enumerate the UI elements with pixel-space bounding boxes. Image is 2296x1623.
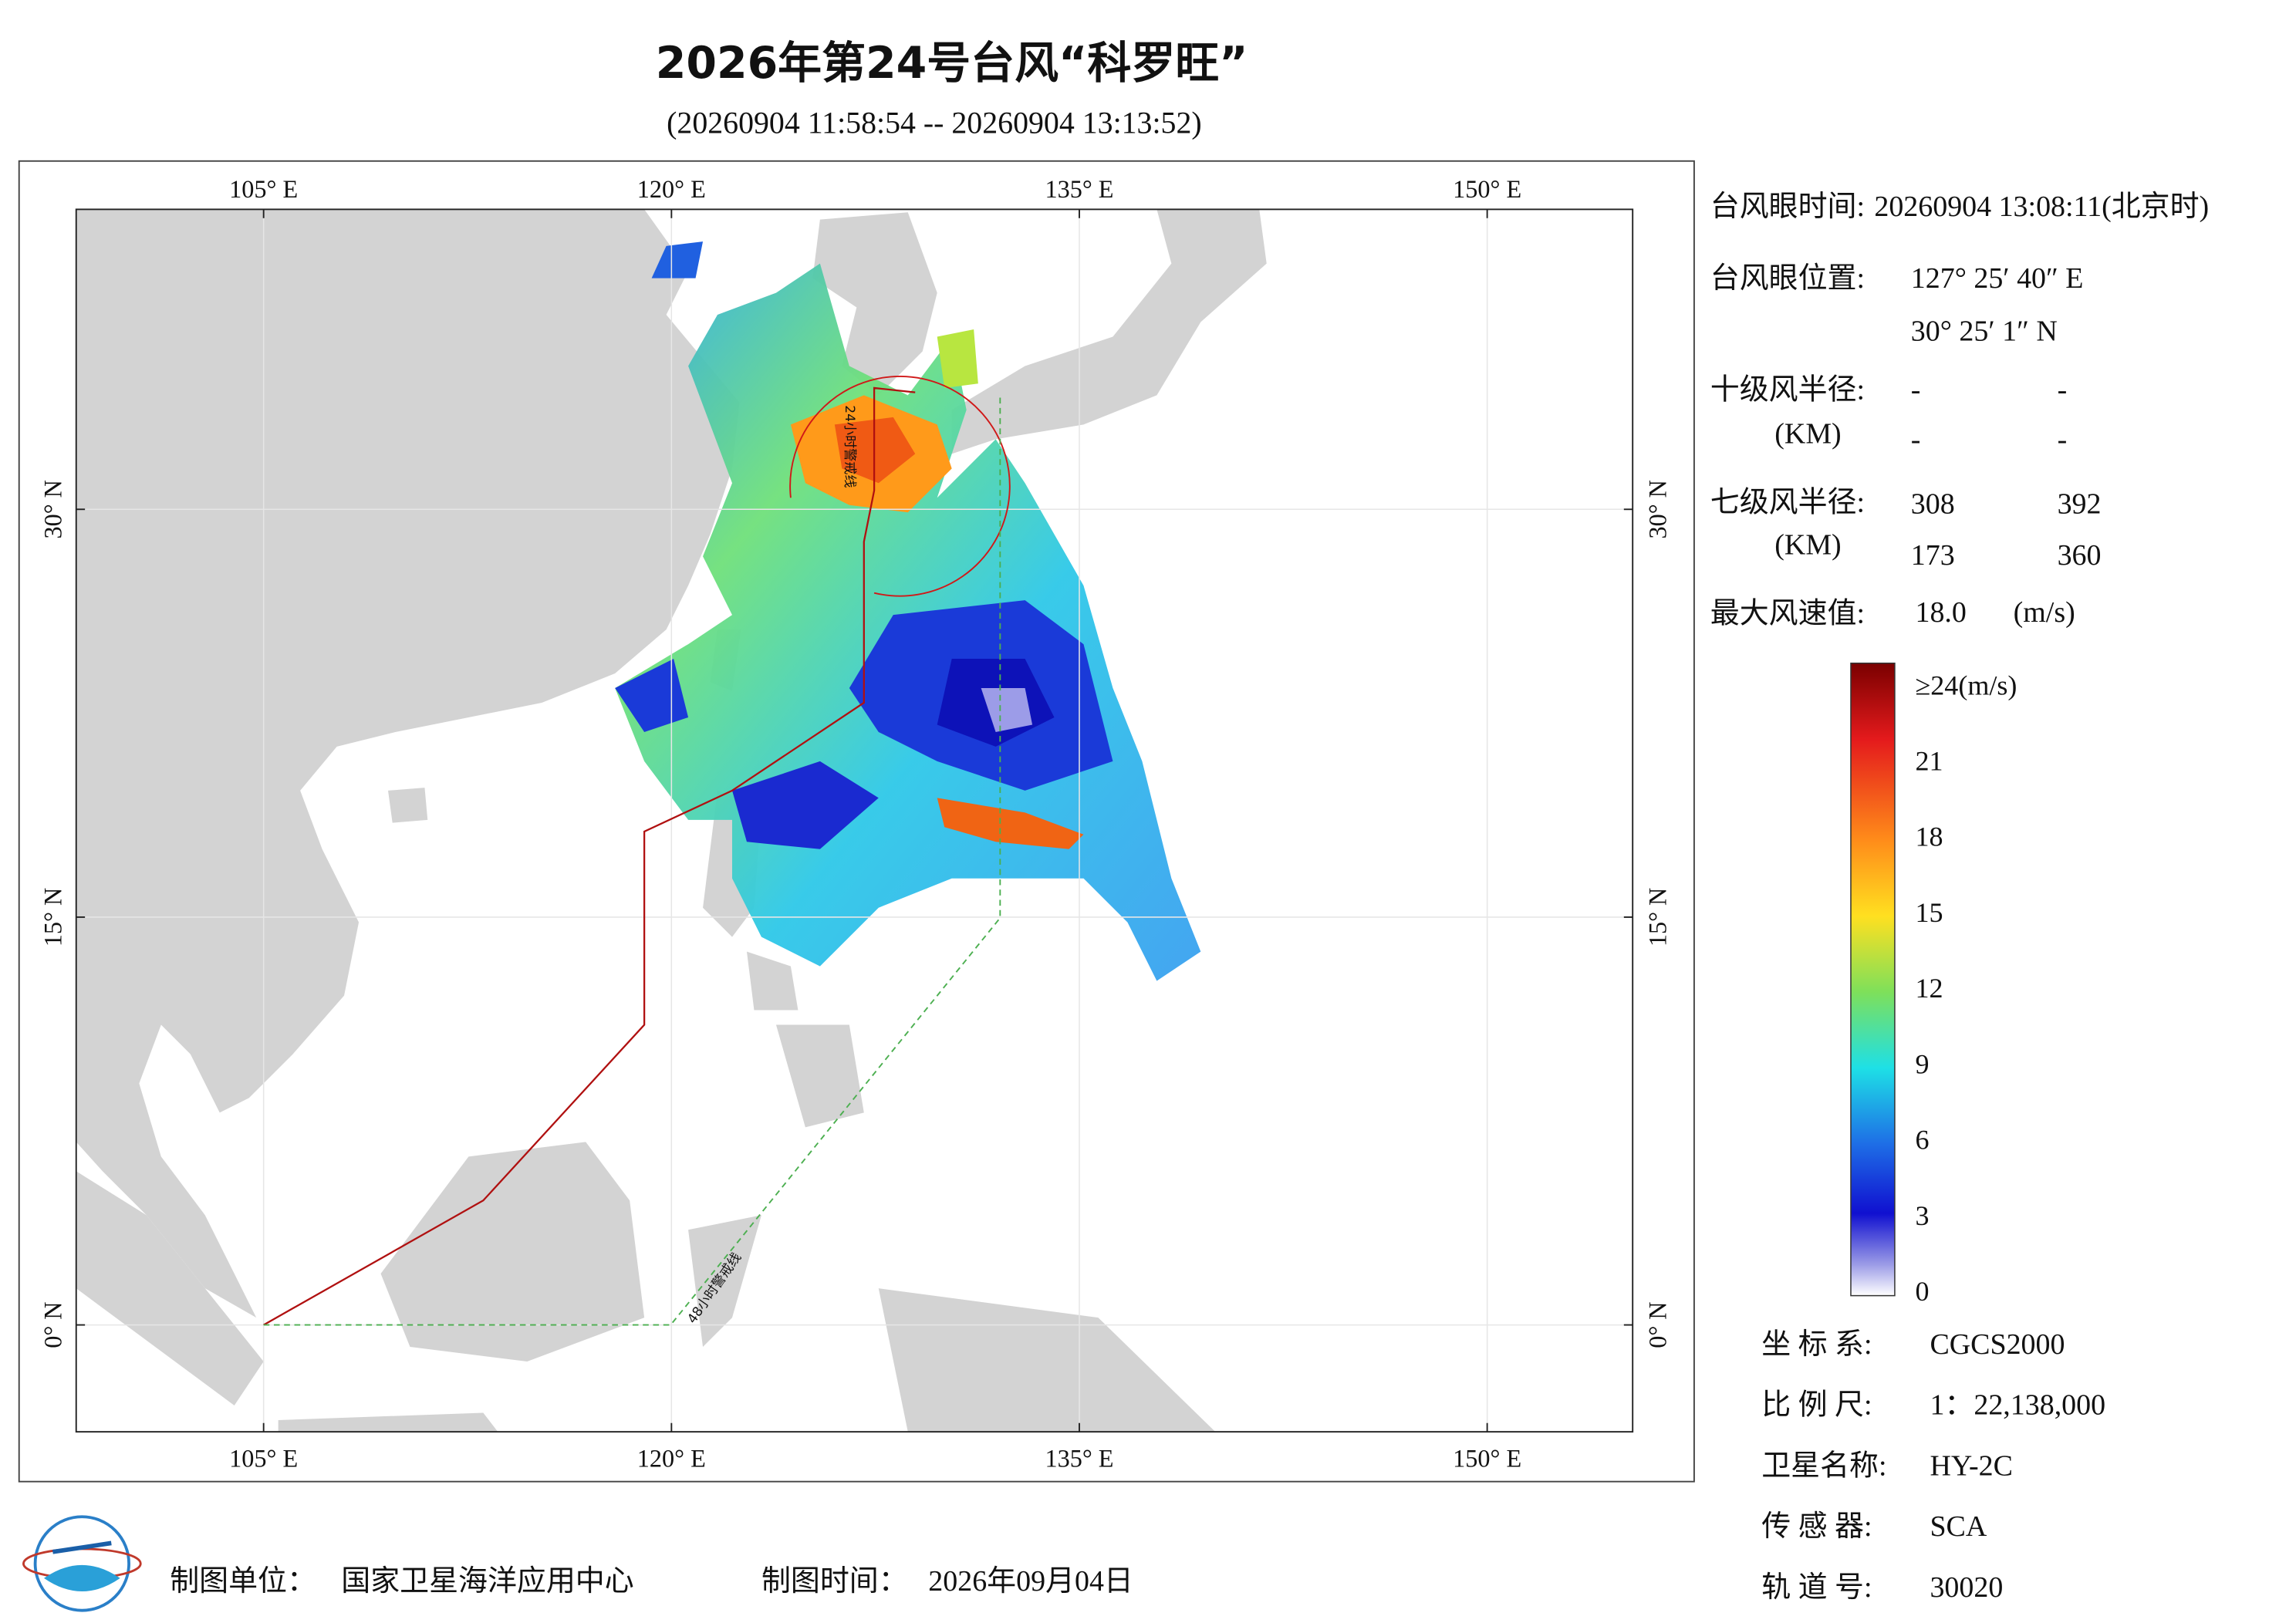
lat-label: 15° N xyxy=(39,888,67,947)
warning-line-24h xyxy=(263,386,916,1326)
info-value: 308 xyxy=(1911,488,1955,520)
lat-label: 30° N xyxy=(39,480,67,538)
meta-label: 坐 标 系: xyxy=(1761,1328,1872,1361)
info-label: 七级风半径: xyxy=(1710,486,1865,518)
meta-value: HY-2C xyxy=(1930,1449,2013,1482)
lon-label: 105° E xyxy=(229,1444,298,1472)
meta-label: 卫星名称: xyxy=(1761,1449,1886,1482)
info-value: 20260904 13:08:11(北京时) xyxy=(1874,191,2209,223)
colorbar-label: 21 xyxy=(1915,745,1943,776)
colorbar-label: 15 xyxy=(1915,897,1943,928)
lat-label: 15° N xyxy=(1644,888,1672,947)
footer-value: 2026年09月04日 xyxy=(928,1565,1133,1598)
info-value: - xyxy=(1911,423,1921,456)
lon-label: 150° E xyxy=(1453,1444,1521,1472)
title: 2026年第24号台风“科罗旺” xyxy=(656,38,1248,89)
meta-value: CGCS2000 xyxy=(1930,1328,2065,1361)
lat-label: 30° N xyxy=(1644,480,1672,539)
lat-label: 0° N xyxy=(39,1301,67,1348)
info-unit: (KM) xyxy=(1774,417,1841,450)
meta-value: 30020 xyxy=(1930,1571,2003,1604)
colorbar-label: ≥24(m/s) xyxy=(1915,670,2017,700)
footer-label: 制图单位： xyxy=(170,1565,316,1598)
info-value: 360 xyxy=(2058,539,2102,572)
warning-24h-label: 24小时警戒线 xyxy=(842,405,857,488)
info-value: 18.0 xyxy=(1915,596,1966,629)
logo xyxy=(22,1515,142,1612)
footer-value: 国家卫星海洋应用中心 xyxy=(341,1565,633,1598)
meta-label: 传 感 器: xyxy=(1761,1510,1872,1543)
footer-label: 制图时间： xyxy=(761,1565,908,1598)
info-label: 台风眼位置: xyxy=(1710,262,1865,295)
map-frame xyxy=(75,208,1634,1433)
info-value: 173 xyxy=(1911,539,1955,572)
wind-field xyxy=(615,241,1201,981)
info-value: - xyxy=(2058,423,2068,456)
info-value: 127° 25′ 40″ E xyxy=(1911,262,2084,295)
lon-label: 150° E xyxy=(1453,175,1521,203)
colorbar-label: 6 xyxy=(1915,1125,1929,1156)
info-value: 30° 25′ 1″ N xyxy=(1911,315,2058,347)
lon-label: 135° E xyxy=(1045,175,1113,203)
colorbar-labels: ≥24(m/s) 21 18 15 12 9 6 3 0 xyxy=(1915,670,2017,1307)
info-label: 台风眼时间: xyxy=(1710,191,1865,223)
lat-label: 0° N xyxy=(1644,1301,1672,1348)
info-value: - xyxy=(1911,373,1921,406)
meta-value: SCA xyxy=(1930,1510,1987,1543)
colorbar-label: 12 xyxy=(1915,973,1943,1004)
info-label: 十级风半径: xyxy=(1710,373,1865,406)
meta-label: 比 例 尺: xyxy=(1761,1389,1872,1422)
info-value: - xyxy=(2058,373,2068,406)
info-panel: 台风眼时间: 20260904 13:08:11(北京时) 台风眼位置: 127… xyxy=(1710,191,2209,630)
typhoon-wind-circle xyxy=(789,375,1011,597)
lon-label: 120° E xyxy=(637,175,706,203)
info-unit: (KM) xyxy=(1774,529,1841,562)
outer-frame xyxy=(18,160,1695,1483)
map-body: 24小时警戒线 48小时警戒线 xyxy=(76,209,1633,1432)
graticule-labels: 105° E 105° E 120° E 120° E 135° E 135° E 150°… xyxy=(39,175,1672,1472)
warning-line-48h xyxy=(263,395,1001,1326)
info-unit: (m/s) xyxy=(2014,596,2075,629)
meta-value: 1：22,138,000 xyxy=(1930,1389,2105,1422)
lon-label: 105° E xyxy=(229,175,298,203)
info-label: 最大风速值: xyxy=(1710,598,1865,630)
metadata: 坐 标 系: CGCS2000 比 例 尺: 1：22,138,000 卫星名称: HY-… xyxy=(1761,1328,2105,1604)
colorbar-label: 18 xyxy=(1915,822,1943,852)
lon-label: 135° E xyxy=(1045,1444,1113,1472)
info-value: 392 xyxy=(2058,488,2102,520)
subtitle: (20260904 11:58:54 -- 20260904 13:13:52) xyxy=(667,105,1202,140)
lon-label: 120° E xyxy=(637,1444,706,1472)
meta-label: 轨 道 号: xyxy=(1761,1571,1872,1604)
colorbar-label: 0 xyxy=(1915,1276,1929,1307)
colorbar-label: 9 xyxy=(1915,1048,1929,1079)
colorbar-label: 3 xyxy=(1915,1200,1929,1231)
colorbar xyxy=(1850,662,1896,1297)
